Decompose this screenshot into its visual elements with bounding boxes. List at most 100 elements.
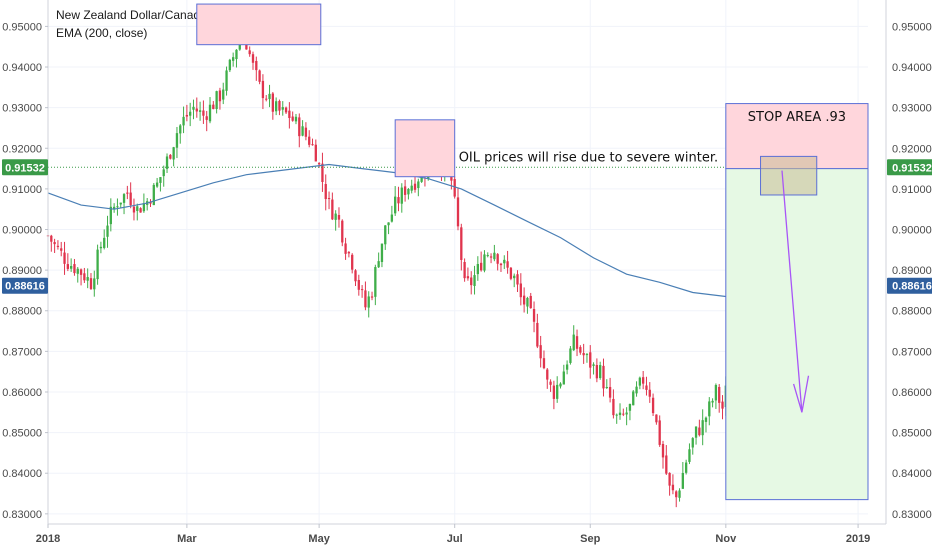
candle-body: [298, 117, 301, 137]
y-tick-label-left: 0.92000: [2, 143, 42, 155]
candle-body: [215, 91, 218, 110]
candle-body: [192, 106, 195, 110]
candle-body: [403, 186, 407, 195]
x-tick-label: 2019: [846, 533, 870, 545]
candle-body: [387, 222, 390, 226]
candle-body: [311, 144, 314, 146]
candle-body: [294, 116, 298, 122]
candle-body: [661, 443, 665, 458]
candle-body: [139, 208, 142, 213]
y-tick-label-left: 0.93000: [2, 103, 42, 115]
candle-body: [96, 249, 99, 280]
candle-body: [278, 100, 281, 111]
x-tick-label: Sep: [580, 533, 600, 545]
candle-body: [486, 255, 489, 257]
candle-body: [384, 225, 387, 245]
candle-body: [622, 413, 625, 415]
y-tick-label-right: 0.93000: [892, 103, 932, 115]
candle-body: [317, 163, 321, 165]
candle-body: [357, 279, 360, 290]
annotations: OIL prices will rise due to severe winte…: [48, 3, 869, 501]
current-price-tag-right-bg: [887, 159, 932, 176]
candle-body: [694, 426, 698, 438]
candle-body: [721, 401, 724, 409]
candle-body: [195, 108, 198, 112]
candle-body: [274, 101, 278, 112]
candle-body: [76, 268, 79, 274]
candle-body: [66, 264, 69, 269]
candle-body: [222, 89, 225, 100]
candle-body: [668, 472, 671, 486]
candle-body: [681, 472, 684, 489]
y-tick-label-left: 0.88000: [2, 306, 42, 318]
candle-body: [536, 322, 539, 347]
candle-body: [56, 245, 60, 247]
candle-body: [552, 385, 556, 399]
candle-body: [86, 277, 89, 281]
candle-body: [60, 248, 63, 251]
candle-body: [400, 187, 403, 204]
candle-body: [301, 126, 304, 136]
candle-body: [380, 243, 384, 263]
candle-body: [711, 400, 714, 403]
ema-price-tag-right-text: 0.88616: [892, 281, 932, 293]
candle-body: [489, 256, 493, 258]
candle-body: [397, 197, 400, 204]
candle-body: [394, 196, 397, 214]
ema-line: [47, 163, 803, 298]
y-tick-label-left: 0.85000: [2, 428, 42, 440]
candle-body: [377, 261, 380, 268]
candle-body: [347, 252, 351, 254]
candle-body: [182, 116, 185, 126]
candle-body: [651, 397, 655, 414]
candle-body: [638, 377, 642, 386]
candle-body: [575, 336, 579, 349]
candle-body: [99, 246, 103, 249]
ema-price-tag-right-bg: [887, 277, 932, 294]
candle-body: [513, 275, 516, 279]
candle-body: [698, 427, 701, 436]
candle-body: [205, 116, 208, 120]
y-tick-label-right: 0.92000: [892, 143, 932, 155]
candle-body: [304, 127, 308, 137]
y-tick-label-left: 0.86000: [2, 387, 42, 399]
candle-body: [360, 289, 364, 291]
candle-body: [453, 179, 456, 197]
candle-body: [539, 345, 542, 359]
candle-body: [476, 263, 479, 275]
candle-body: [628, 403, 632, 411]
candle-body: [248, 50, 251, 55]
candle-body: [625, 412, 628, 415]
candle-body: [255, 60, 258, 71]
indicator-label: EMA (200, close): [56, 26, 148, 40]
candle-body: [271, 93, 274, 112]
y-tick-label-right: 0.90000: [892, 225, 932, 237]
x-tick-label: May: [308, 533, 330, 545]
candle-body: [466, 276, 470, 279]
candle-body: [499, 263, 503, 266]
candle-body: [635, 386, 638, 394]
candle-body: [232, 57, 235, 61]
y-tick-label-left: 0.91000: [2, 184, 42, 196]
candle-body: [284, 107, 288, 113]
candle-body: [103, 237, 106, 248]
candle-body: [327, 198, 331, 200]
candle-body: [496, 254, 499, 264]
candle-body: [671, 484, 675, 491]
ema-200-line: [47, 163, 803, 298]
candle-body: [708, 401, 711, 417]
candle-body: [324, 184, 327, 200]
candle-body: [407, 189, 410, 195]
candle-body: [208, 104, 212, 122]
entry-box: [760, 155, 818, 196]
x-tick-label: Nov: [715, 533, 737, 545]
current-price-tag-left-bg: [2, 159, 48, 176]
candle-body: [503, 259, 506, 264]
candle-body: [165, 156, 169, 169]
candle-body: [331, 199, 334, 220]
candle-body: [69, 266, 73, 269]
candle-body: [354, 270, 357, 282]
candle-body: [608, 386, 612, 398]
